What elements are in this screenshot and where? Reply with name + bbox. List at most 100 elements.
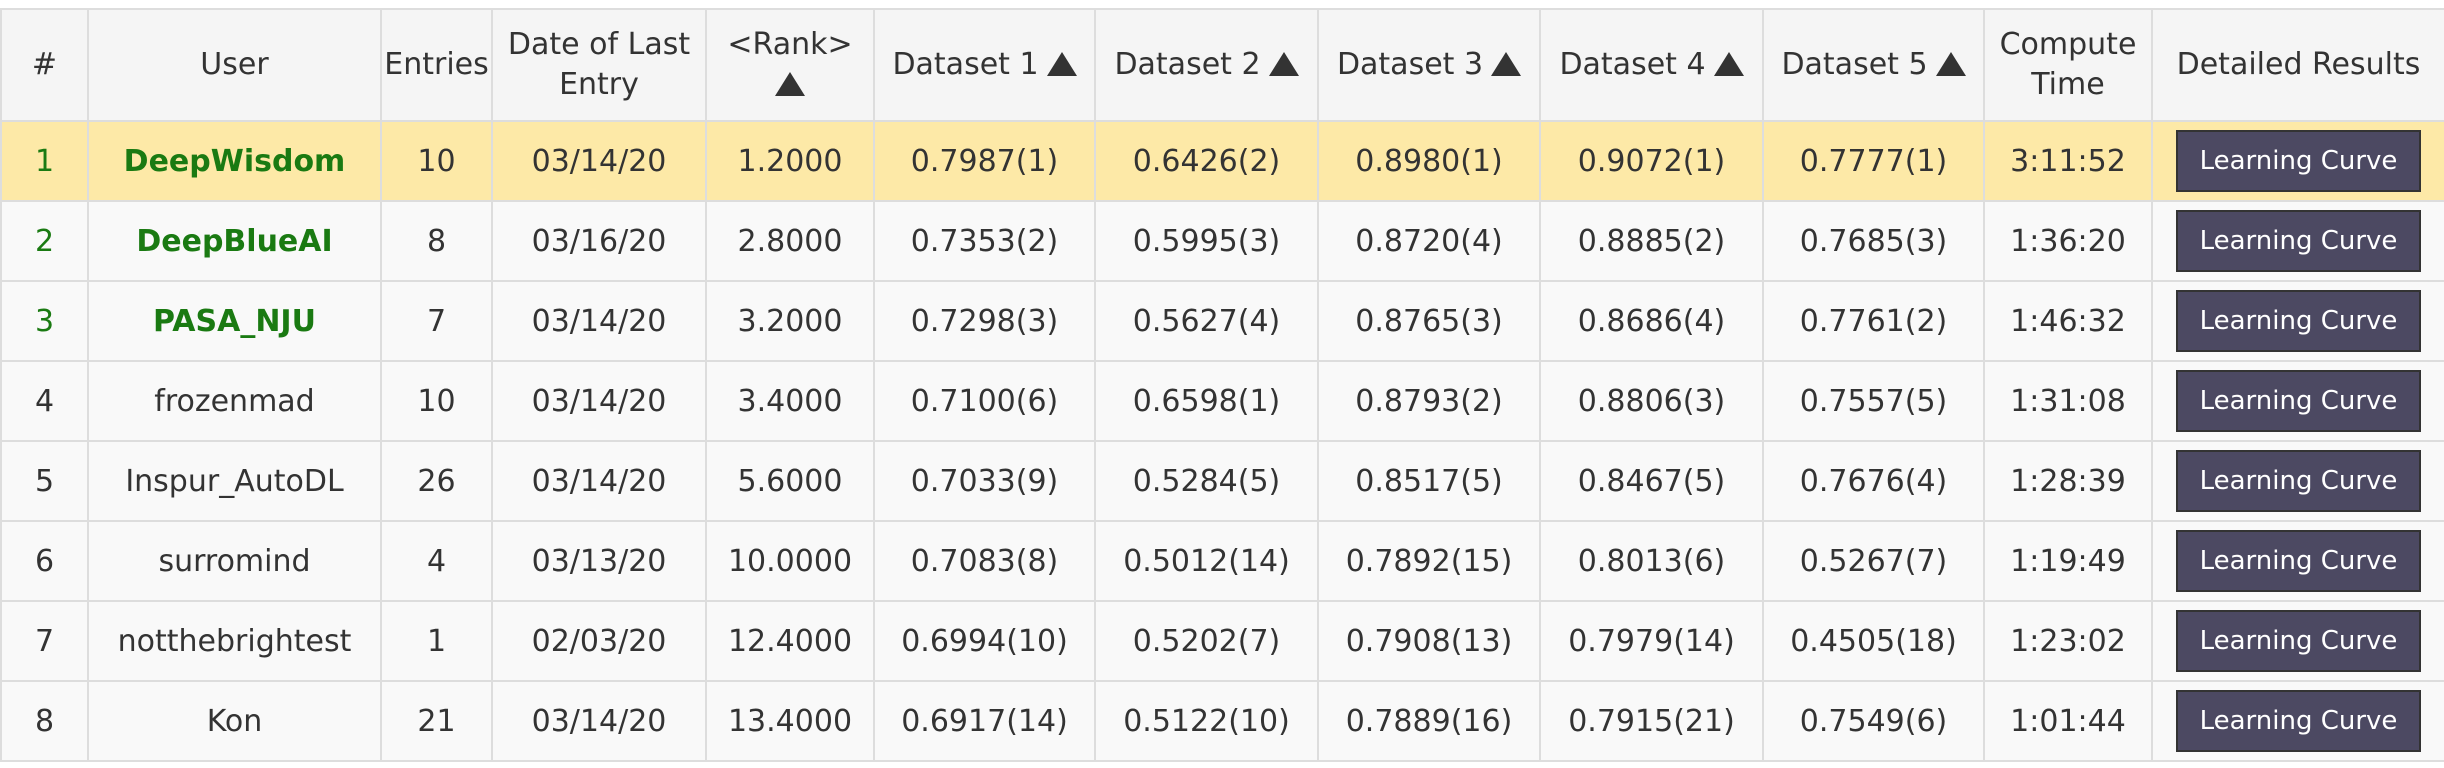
cell: 5.6000 xyxy=(705,440,875,522)
cell: 0.7761(2) xyxy=(1762,280,1985,362)
cell: 0.5012(14) xyxy=(1094,520,1319,602)
cell: 1:23:02 xyxy=(1983,600,2153,682)
cell: 7 xyxy=(380,280,493,362)
learning-curve-button[interactable]: Learning Curve xyxy=(2175,450,2422,512)
cell: 2.8000 xyxy=(705,200,875,282)
column-header[interactable]: Dataset 4 xyxy=(1539,8,1764,122)
header-text: Detailed Results xyxy=(2176,46,2421,82)
column-header[interactable]: Dataset 2 xyxy=(1094,8,1319,122)
cell: 0.5122(10) xyxy=(1094,680,1319,762)
cell: 0.6426(2) xyxy=(1094,120,1319,202)
cell: 0.7979(14) xyxy=(1539,600,1764,682)
column-header[interactable]: <Rank> xyxy=(705,8,875,122)
cell: 3.2000 xyxy=(705,280,875,362)
learning-curve-button[interactable]: Learning Curve xyxy=(2175,130,2422,192)
cell: 10.0000 xyxy=(705,520,875,602)
column-header: # xyxy=(0,8,89,122)
cell: 1:31:08 xyxy=(1983,360,2153,442)
cell: 03/14/20 xyxy=(491,440,707,522)
cell: 0.6917(14) xyxy=(873,680,1096,762)
table-row: 2 DeepBlueAI 8 03/16/20 2.8000 0.7353(2) 0.599… xyxy=(0,200,2444,282)
header-text: Dataset 3 xyxy=(1336,46,1484,82)
learning-curve-button[interactable]: Learning Curve xyxy=(2175,690,2422,752)
cell: 0.8765(3) xyxy=(1317,280,1541,362)
cell: 0.7676(4) xyxy=(1762,440,1985,522)
header-text: Entries xyxy=(384,46,489,82)
leaderboard: # User Entries Date of Last Entry <Rank> Data… xyxy=(0,8,2444,762)
cell: 0.8467(5) xyxy=(1539,440,1764,522)
cell: 13.4000 xyxy=(705,680,875,762)
cell: 0.7685(3) xyxy=(1762,200,1985,282)
header-text: Compute Time xyxy=(1999,26,2137,103)
header-text: # xyxy=(31,46,58,82)
cell: 0.7915(21) xyxy=(1539,680,1764,762)
cell: 1:28:39 xyxy=(1983,440,2153,522)
cell: Learning Curve xyxy=(2151,360,2444,442)
cell: 0.8517(5) xyxy=(1317,440,1541,522)
column-header: User xyxy=(87,8,382,122)
cell: 8 xyxy=(0,680,89,762)
column-header[interactable]: Dataset 3 xyxy=(1317,8,1541,122)
cell: 0.8885(2) xyxy=(1539,200,1764,282)
cell: 0.7777(1) xyxy=(1762,120,1985,202)
sort-icon[interactable] xyxy=(1713,51,1744,76)
cell: Learning Curve xyxy=(2151,120,2444,202)
cell: 8 xyxy=(380,200,493,282)
sort-icon[interactable] xyxy=(1491,51,1522,76)
cell: Learning Curve xyxy=(2151,440,2444,522)
user-cell: Kon xyxy=(87,680,382,762)
learning-curve-button[interactable]: Learning Curve xyxy=(2175,370,2422,432)
cell: 1 xyxy=(380,600,493,682)
cell: Learning Curve xyxy=(2151,600,2444,682)
cell: 03/16/20 xyxy=(491,200,707,282)
column-header[interactable]: Dataset 1 xyxy=(873,8,1096,122)
cell: 1:01:44 xyxy=(1983,680,2153,762)
cell: 0.6994(10) xyxy=(873,600,1096,682)
cell: 0.4505(18) xyxy=(1762,600,1985,682)
cell: 1 xyxy=(0,120,89,202)
sort-icon[interactable] xyxy=(1935,51,1966,76)
cell: 03/14/20 xyxy=(491,680,707,762)
header-text: Dataset 2 xyxy=(1114,46,1261,82)
learning-curve-button[interactable]: Learning Curve xyxy=(2175,290,2422,352)
cell: 1.2000 xyxy=(705,120,875,202)
user-cell: surromind xyxy=(87,520,382,602)
table-row: 5 Inspur_AutoDL 26 03/14/20 5.6000 0.7033(9) 0… xyxy=(0,440,2444,522)
learning-curve-button[interactable]: Learning Curve xyxy=(2175,610,2422,672)
cell: Learning Curve xyxy=(2151,280,2444,362)
learning-curve-button[interactable]: Learning Curve xyxy=(2175,530,2422,592)
page: # User Entries Date of Last Entry <Rank> Data… xyxy=(0,8,2444,768)
user-cell: notthebrightest xyxy=(87,600,382,682)
cell: 0.8013(6) xyxy=(1539,520,1764,602)
cell: 0.5267(7) xyxy=(1762,520,1985,602)
cell: 1:46:32 xyxy=(1983,280,2153,362)
sort-icon[interactable] xyxy=(775,72,805,96)
learning-curve-button[interactable]: Learning Curve xyxy=(2175,210,2422,272)
cell: 03/13/20 xyxy=(491,520,707,602)
cell: 0.7889(16) xyxy=(1317,680,1541,762)
cell: 0.5627(4) xyxy=(1094,280,1319,362)
cell: 10 xyxy=(380,360,493,442)
header-text: Dataset 1 xyxy=(892,46,1039,82)
cell: 0.8720(4) xyxy=(1317,200,1541,282)
cell: 2 xyxy=(0,200,89,282)
cell: 0.8686(4) xyxy=(1539,280,1764,362)
sort-icon[interactable] xyxy=(1268,51,1299,76)
user-cell: Inspur_AutoDL xyxy=(87,440,382,522)
table-row: 4 frozenmad 10 03/14/20 3.4000 0.7100(6) 0.659… xyxy=(0,360,2444,442)
cell: 3:11:52 xyxy=(1983,120,2153,202)
cell: 0.7033(9) xyxy=(873,440,1096,522)
cell: 0.9072(1) xyxy=(1539,120,1764,202)
cell: 0.7100(6) xyxy=(873,360,1096,442)
cell: 7 xyxy=(0,600,89,682)
cell: 0.5995(3) xyxy=(1094,200,1319,282)
sort-icon[interactable] xyxy=(1046,51,1077,76)
column-header[interactable]: Dataset 5 xyxy=(1762,8,1985,122)
cell: 1:36:20 xyxy=(1983,200,2153,282)
column-header: Compute Time xyxy=(1983,8,2153,122)
column-header: Entries xyxy=(380,8,493,122)
user-cell: frozenmad xyxy=(87,360,382,442)
table-body: 1 DeepWisdom 10 03/14/20 1.2000 0.7987(1) 0.64… xyxy=(0,120,2444,762)
cell: 0.8793(2) xyxy=(1317,360,1541,442)
cell: 5 xyxy=(0,440,89,522)
